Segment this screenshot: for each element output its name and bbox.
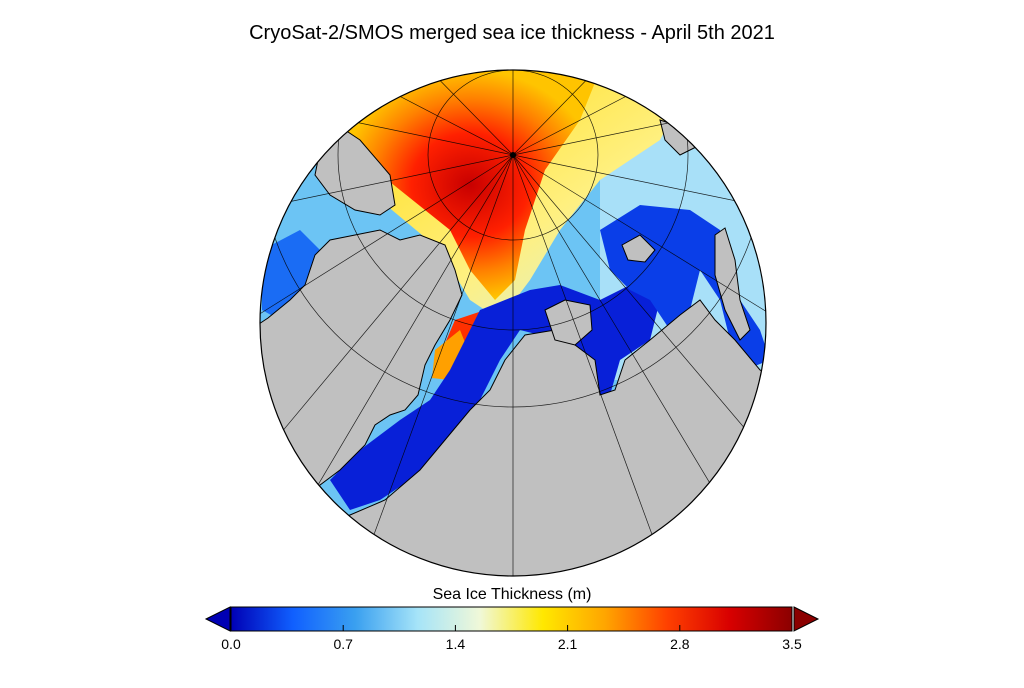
land-north-america xyxy=(260,229,463,521)
colorbar-tick-label: 0.0 xyxy=(221,636,241,652)
map-disk xyxy=(260,70,766,576)
land-novaya-zemlya xyxy=(714,227,751,341)
colorbar-extend-max xyxy=(793,606,820,632)
colorbar-extend-min xyxy=(204,606,231,632)
map-boundary xyxy=(259,69,767,577)
land-svalbard xyxy=(544,299,593,346)
land-franz-josef xyxy=(621,234,656,263)
chart-title: CryoSat-2/SMOS merged sea ice thickness … xyxy=(249,22,775,44)
colorbar-tick-label: 1.4 xyxy=(445,636,466,652)
colorbar-tick-marks xyxy=(230,625,793,631)
colorbar-tick-label: 2.8 xyxy=(670,636,690,652)
colorbar-tick-label: 2.1 xyxy=(557,636,578,652)
ice-east-greenland-orange xyxy=(432,330,470,380)
north-pole-marker xyxy=(510,152,516,158)
colorbar-label: Sea Ice Thickness (m) xyxy=(432,586,592,603)
colorbar-tick-label: 0.7 xyxy=(333,636,353,652)
ice-thin-hudson xyxy=(262,230,320,320)
colorbar-bar xyxy=(230,606,793,632)
land-eurasia xyxy=(260,299,766,576)
colorbar-tick-label: 3.5 xyxy=(782,636,802,652)
land-canadian-archipelago xyxy=(314,129,396,216)
ice-thickest-region xyxy=(340,70,600,300)
